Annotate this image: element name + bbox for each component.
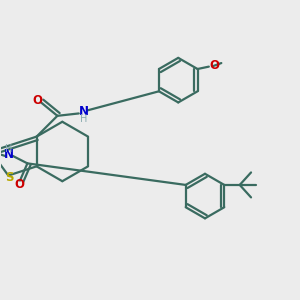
- Text: H: H: [80, 114, 87, 124]
- Text: S: S: [5, 170, 14, 184]
- Text: O: O: [14, 178, 24, 191]
- Text: O: O: [32, 94, 43, 106]
- Text: O: O: [209, 59, 219, 72]
- Text: H: H: [5, 144, 13, 154]
- Text: N: N: [4, 148, 14, 161]
- Text: N: N: [79, 105, 88, 118]
